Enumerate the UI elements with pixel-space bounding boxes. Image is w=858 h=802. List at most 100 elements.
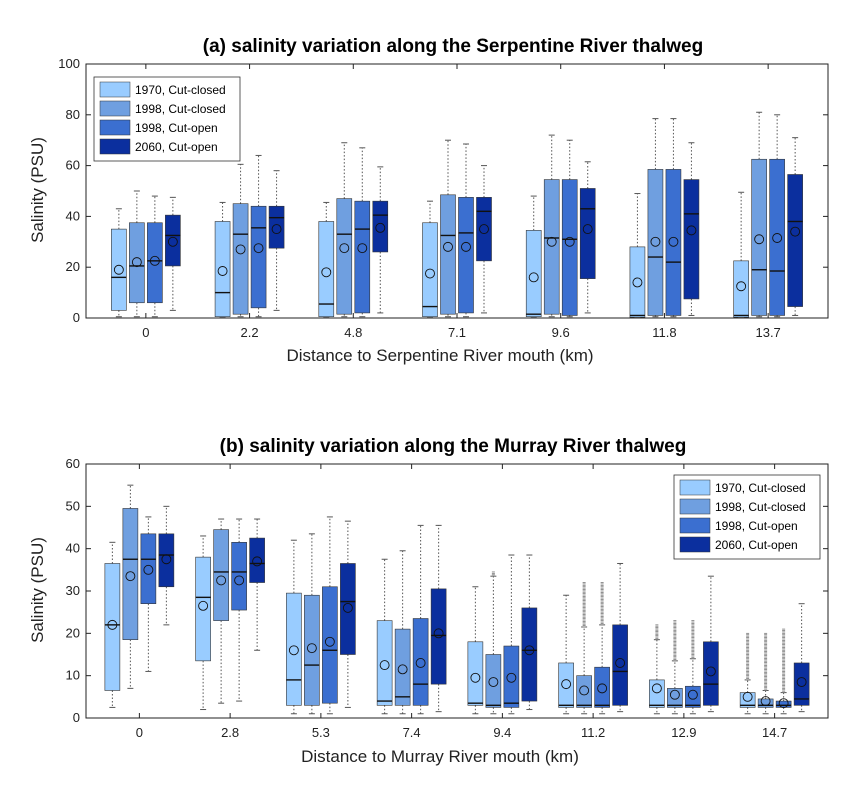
box-body — [286, 592, 302, 706]
box-body — [214, 221, 231, 318]
chart-title-b: (b) salinity variation along the Murray … — [220, 436, 687, 457]
mean-marker — [288, 645, 299, 656]
legend-swatch — [679, 498, 711, 515]
y-axis-label-b: Salinity (PSU) — [28, 537, 47, 643]
mean-marker — [149, 255, 160, 266]
mean-marker — [470, 672, 481, 683]
box-body — [250, 205, 267, 309]
mean-marker — [113, 264, 124, 275]
mean-marker — [167, 236, 178, 247]
y-tick-label: 60 — [66, 456, 80, 471]
x-tick-label: 0 — [136, 725, 143, 740]
box-plot — [122, 484, 139, 689]
x-tick-label: 11.8 — [652, 325, 676, 340]
box-plot — [412, 524, 429, 715]
chart-title-a: (a) salinity variation along the Serpent… — [203, 36, 703, 57]
mean-marker — [686, 225, 697, 236]
box-plot — [111, 208, 127, 318]
x-tick-label: 11.2 — [581, 725, 605, 740]
x-tick-label: 2.8 — [221, 725, 239, 740]
box-body — [667, 688, 683, 708]
box-plot — [629, 193, 646, 318]
box-body — [318, 221, 335, 318]
box-plot — [268, 170, 285, 311]
x-tick-label: 12.9 — [671, 725, 696, 740]
x-tick-label: 4.8 — [344, 325, 362, 340]
box-plot — [558, 594, 574, 715]
box-plot — [458, 143, 474, 318]
box-body — [372, 200, 389, 253]
mean-marker — [125, 571, 136, 582]
mean-marker — [561, 679, 572, 690]
box-body — [129, 222, 145, 304]
box-plot — [158, 505, 175, 626]
box-plot — [579, 161, 596, 314]
box-body — [304, 594, 320, 706]
box-plot — [129, 190, 145, 318]
box-plot — [751, 111, 767, 318]
box-body — [354, 200, 371, 314]
box-body — [322, 586, 338, 704]
box-body — [268, 205, 285, 249]
box-body — [165, 214, 181, 267]
x-tick-label: 13.7 — [755, 325, 780, 340]
mean-marker — [564, 236, 575, 247]
mean-marker — [271, 224, 282, 235]
legend-label: 1998, Cut-open — [135, 121, 218, 135]
mean-marker — [198, 600, 209, 611]
mean-marker — [375, 222, 386, 233]
box-body — [612, 624, 628, 706]
mean-marker — [705, 666, 716, 677]
mean-marker — [379, 660, 390, 671]
mean-marker — [579, 685, 590, 696]
mean-marker — [252, 556, 263, 567]
mean-marker — [107, 619, 118, 630]
y-tick-label: 40 — [66, 541, 80, 556]
mean-marker — [216, 575, 227, 586]
box-plot — [322, 516, 338, 715]
box-body — [775, 700, 792, 708]
box-body — [793, 662, 810, 706]
box-body — [525, 230, 542, 318]
box-plot — [543, 134, 560, 318]
box-plot — [576, 582, 592, 715]
box-plot — [213, 518, 229, 704]
mean-marker — [772, 233, 783, 243]
mean-marker — [546, 236, 557, 247]
y-axis-label-a: Salinity (PSU) — [28, 137, 47, 243]
box-body — [485, 654, 502, 708]
legend-swatch — [679, 517, 711, 534]
box-plot — [769, 114, 785, 318]
mean-marker — [161, 554, 172, 565]
box-plot — [440, 139, 456, 318]
box-plot — [485, 571, 502, 715]
mean-marker — [796, 677, 807, 687]
mean-marker — [668, 236, 679, 247]
box-body — [683, 179, 700, 300]
box-plot — [467, 586, 484, 715]
box-plot — [372, 166, 389, 314]
mean-marker — [669, 689, 680, 700]
box-plot — [232, 163, 249, 318]
box-body — [476, 197, 492, 262]
mean-marker — [528, 272, 539, 283]
box-body — [430, 588, 447, 685]
box-plot — [336, 142, 353, 318]
box-body — [629, 246, 646, 318]
x-axis-label-a: Distance to Serpentine River mouth (km) — [286, 346, 593, 365]
box-body — [376, 620, 393, 706]
x-axis-label-b: Distance to Murray River mouth (km) — [301, 747, 579, 766]
mean-marker — [324, 636, 335, 647]
mean-marker — [339, 243, 350, 254]
box-body — [104, 563, 121, 691]
box-body — [412, 618, 429, 706]
box-body — [195, 556, 211, 662]
box-plot — [594, 582, 610, 715]
x-tick-label: 0 — [142, 325, 149, 340]
box-body — [232, 203, 249, 315]
box-plot — [147, 195, 163, 318]
box-plot — [249, 518, 265, 651]
mean-marker — [778, 698, 789, 709]
y-tick-label: 50 — [66, 498, 80, 513]
